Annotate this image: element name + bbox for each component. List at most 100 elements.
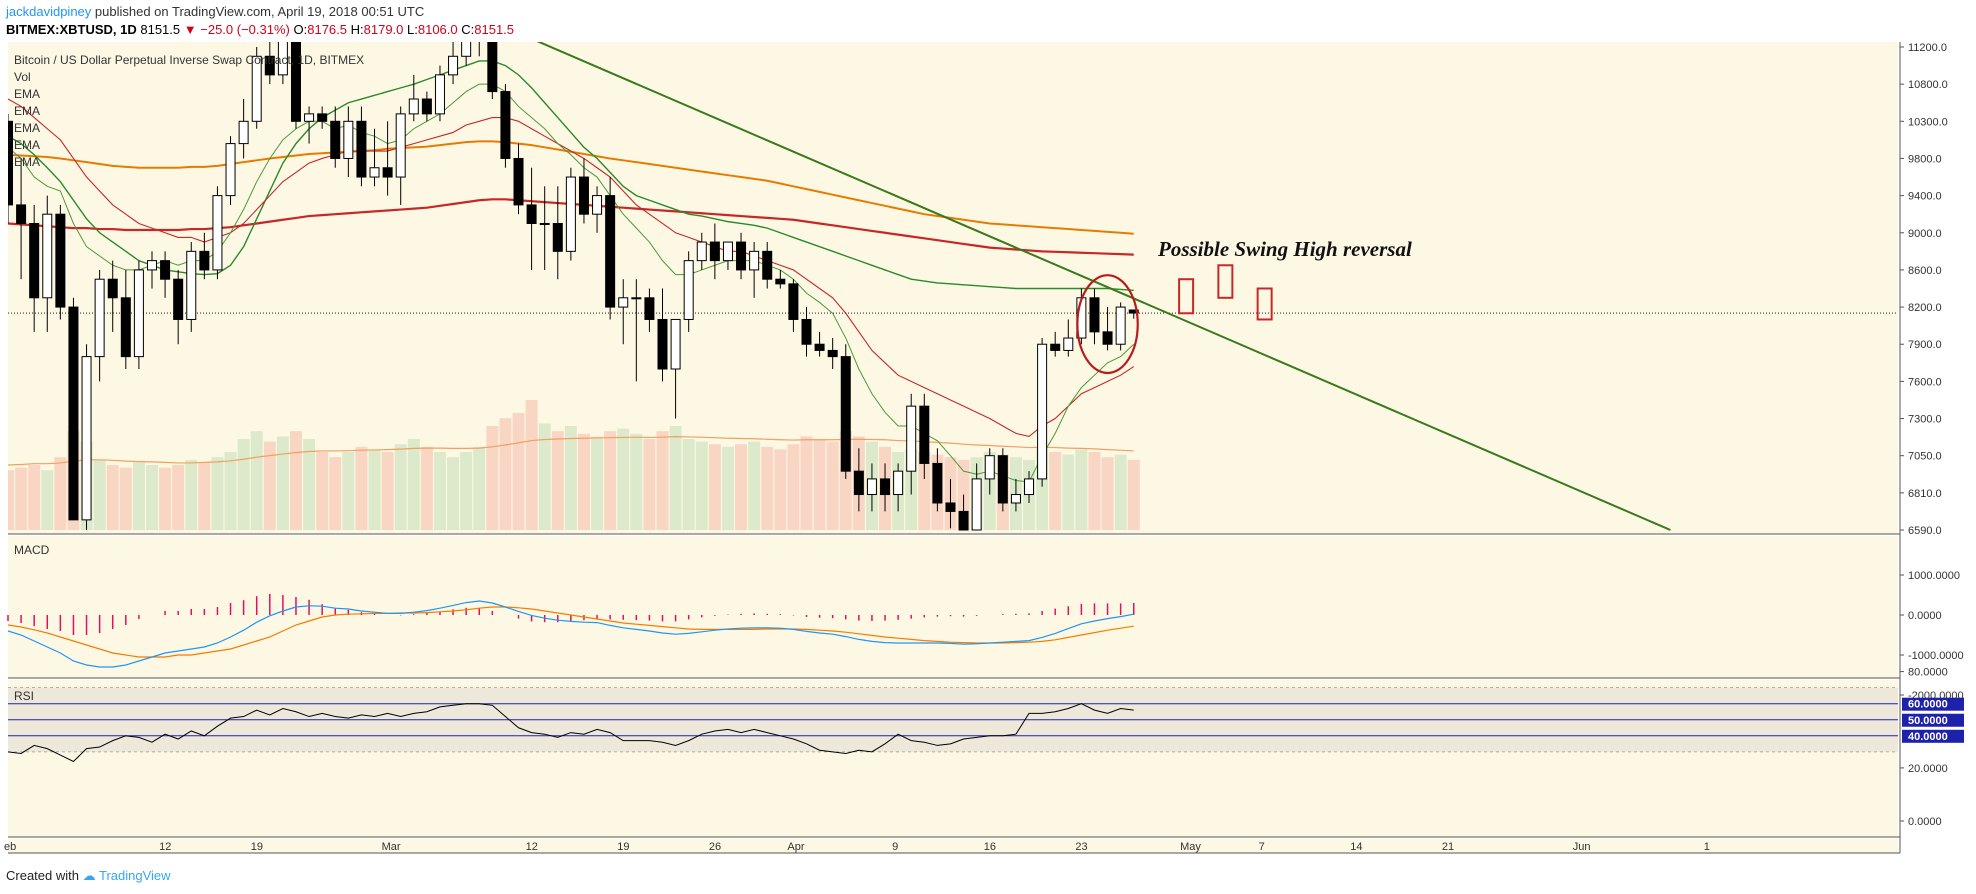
price-tick-label: 7600.0 [1908, 376, 1942, 388]
macd-pane-label: MACD [14, 543, 50, 557]
candle-body [683, 260, 694, 320]
price-layer [8, 42, 1898, 531]
volume-bar [460, 452, 473, 530]
volume-bar [316, 452, 329, 530]
price-tick-label: 9800.0 [1908, 153, 1942, 165]
candle-body [1050, 343, 1061, 351]
rsi-tick-label: 80.0000 [1908, 667, 1948, 679]
macd-signal-line [7, 606, 1134, 658]
created-with-label: Created with [6, 868, 79, 883]
legend-entry: EMA [14, 104, 40, 118]
candle-body [1063, 337, 1074, 351]
volume-bar [145, 465, 158, 530]
candle-body [945, 502, 956, 512]
time-tick-label: 19 [617, 841, 629, 853]
volume-bar [499, 418, 512, 530]
rsi-tick-label: 0.0000 [1908, 816, 1942, 828]
rsi-band-label-bg [1902, 713, 1964, 727]
candle-body [29, 222, 40, 299]
volume-bar [1062, 454, 1075, 530]
candle-body [618, 297, 629, 308]
candle-body [160, 260, 171, 280]
candle-body [709, 241, 720, 262]
volume-bar [329, 457, 342, 530]
candle-body [932, 462, 943, 504]
candle-body [16, 204, 27, 224]
candle-body [539, 222, 550, 225]
volume-bar [132, 462, 145, 530]
candle-body [173, 278, 184, 320]
candle-body [971, 478, 982, 531]
volume-bar [591, 436, 604, 530]
time-tick-label: 19 [251, 841, 263, 853]
candle-body [212, 195, 223, 271]
candle-body [1115, 306, 1126, 345]
time-tick-label: 12 [526, 841, 538, 853]
volume-bar [669, 426, 682, 530]
candle-body [880, 478, 891, 496]
volume-bar [263, 441, 276, 530]
volume-bar [433, 452, 446, 530]
price-change: −25.0 (−0.31%) [200, 22, 290, 37]
chart-header: jackdavidpiney published on TradingView.… [0, 0, 1976, 42]
candle-body [552, 222, 563, 252]
candle-body [290, 42, 301, 122]
volume-bar [198, 462, 211, 530]
candle-body [42, 213, 53, 299]
close-value: 8151.5 [474, 22, 515, 37]
ema-red-line [8, 98, 1135, 437]
price-tick-label: 10300.0 [1908, 116, 1948, 128]
price-chart[interactable]: Possible Swing High reversal Bitcoin / US… [0, 42, 1976, 862]
volume-bar [538, 423, 551, 530]
projected-candle-box [1256, 287, 1273, 321]
candle-body [186, 250, 197, 320]
candle-body [840, 356, 851, 472]
candle-body [81, 356, 92, 521]
tradingview-link[interactable]: TradingView [99, 868, 171, 883]
publish-info: published on TradingView.com, April 19, … [94, 4, 425, 19]
volume-bar [695, 441, 708, 530]
low-label: L: [407, 22, 418, 37]
volume-bar [420, 446, 433, 530]
candle-body [1010, 494, 1021, 504]
rsi-band-label: 50.0000 [1908, 715, 1948, 727]
time-tick-label: 12 [159, 841, 171, 853]
candle-body [526, 204, 537, 224]
chart-title: Bitcoin / US Dollar Perpetual Inverse Sw… [14, 53, 364, 67]
volume-bar [250, 431, 263, 530]
time-tick-label: 7 [1259, 841, 1265, 853]
candle-body [277, 42, 288, 76]
volume-bar [604, 431, 617, 530]
author-link[interactable]: jackdavidpiney [6, 4, 92, 19]
legend-entry: EMA [14, 87, 40, 101]
volume-bar [368, 449, 381, 530]
rsi-band-label-bg [1902, 697, 1964, 711]
candle-body [107, 278, 118, 299]
candle-body [343, 120, 354, 159]
legend-entry: Vol [14, 70, 31, 84]
volume-bar [682, 439, 695, 530]
candle-body [1037, 343, 1048, 480]
candle-body [592, 195, 603, 215]
trendline [536, 42, 1671, 531]
macd-tick-label: 0.0000 [1908, 610, 1942, 622]
candle-body [448, 55, 459, 76]
rsi-band-label: 60.0000 [1908, 699, 1948, 711]
candle-body [1024, 478, 1035, 496]
time-tick-label: 16 [984, 841, 996, 853]
candle-body [199, 250, 210, 271]
volume-bar [8, 470, 14, 530]
volume-bar [656, 431, 669, 530]
projected-candle-box [1178, 278, 1195, 315]
annotation-text: Possible Swing High reversal [1157, 237, 1412, 261]
candle-body [801, 318, 812, 345]
price-tick-label: 8200.0 [1908, 302, 1942, 314]
volume-bar [735, 444, 748, 530]
price-tick-label: 9400.0 [1908, 191, 1942, 203]
volume-bar [276, 436, 289, 530]
legend-entry: EMA [14, 155, 40, 169]
candle-body [146, 260, 157, 271]
publish-line: jackdavidpiney published on TradingView.… [6, 4, 424, 19]
volume-ma-line [8, 436, 1134, 466]
last-price: 8151.5 [140, 22, 181, 37]
